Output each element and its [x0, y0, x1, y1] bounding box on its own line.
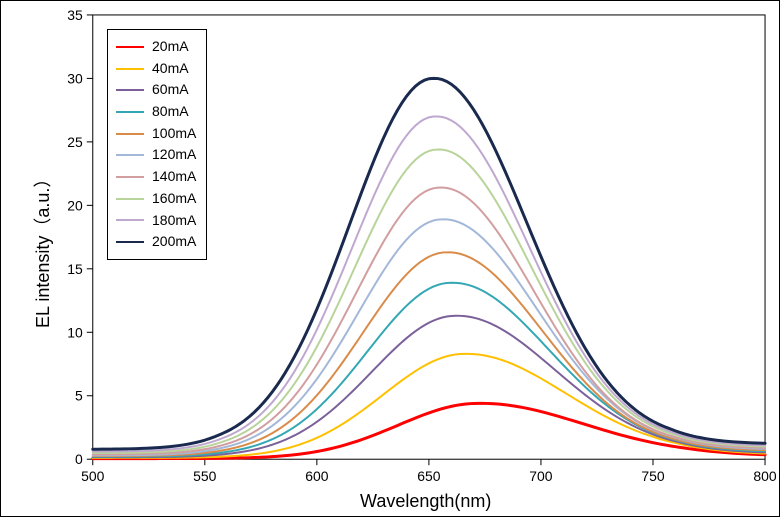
legend-swatch [116, 133, 144, 135]
x-tick-label: 750 [641, 468, 665, 484]
legend-label: 100mA [152, 123, 196, 145]
chart-legend: 20mA40mA60mA80mA100mA120mA140mA160mA180m… [107, 29, 207, 260]
x-tick-label: 800 [753, 468, 777, 484]
legend-swatch [116, 241, 144, 243]
legend-item: 140mA [116, 166, 196, 188]
legend-item: 180mA [116, 210, 196, 232]
y-tick-label: 0 [75, 451, 83, 467]
legend-swatch [116, 68, 144, 70]
legend-label: 20mA [152, 36, 189, 58]
chart-container: 0 5 10 15 20 25 30 35 500 550 600 650 700 750 800 EL i… [0, 0, 780, 517]
legend-swatch [116, 89, 144, 91]
y-tick-label: 20 [67, 197, 83, 213]
legend-label: 80mA [152, 101, 189, 123]
legend-label: 40mA [152, 58, 189, 80]
x-tick-label: 600 [305, 468, 329, 484]
x-tick-label: 550 [193, 468, 217, 484]
legend-label: 160mA [152, 188, 196, 210]
y-tick-label: 10 [67, 324, 83, 340]
legend-label: 180mA [152, 210, 196, 232]
y-tick-label: 15 [67, 261, 83, 277]
legend-label: 140mA [152, 166, 196, 188]
legend-swatch [116, 111, 144, 113]
legend-swatch [116, 176, 144, 178]
x-tick-label: 500 [81, 468, 105, 484]
legend-item: 160mA [116, 188, 196, 210]
legend-swatch [116, 46, 144, 48]
legend-swatch [116, 198, 144, 200]
y-axis-title: EL intensity（a.u.） [29, 170, 55, 328]
legend-item: 120mA [116, 144, 196, 166]
y-tick-label: 25 [67, 134, 83, 150]
legend-item: 40mA [116, 58, 196, 80]
legend-item: 80mA [116, 101, 196, 123]
legend-item: 60mA [116, 79, 196, 101]
legend-item: 100mA [116, 123, 196, 145]
x-tick-label: 700 [529, 468, 553, 484]
x-tick-label: 650 [417, 468, 441, 484]
y-tick-label: 35 [67, 7, 83, 23]
legend-item: 200mA [116, 231, 196, 253]
legend-label: 200mA [152, 231, 196, 253]
legend-item: 20mA [116, 36, 196, 58]
y-tick-label: 5 [75, 388, 83, 404]
y-tick-label: 30 [67, 70, 83, 86]
legend-swatch [116, 219, 144, 221]
x-axis-title: Wavelength(nm) [360, 491, 491, 512]
legend-label: 60mA [152, 79, 189, 101]
legend-swatch [116, 154, 144, 156]
legend-label: 120mA [152, 144, 196, 166]
